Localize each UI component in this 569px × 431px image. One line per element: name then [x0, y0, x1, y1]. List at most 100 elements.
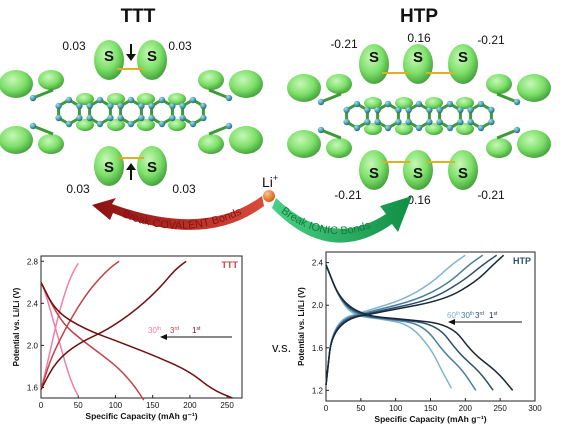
vs-label: v.s.: [272, 340, 291, 355]
htp-outer-lobe: [517, 74, 551, 102]
ttt-sulfur-orbital: [94, 146, 124, 186]
htp-outer-lobe: [486, 74, 512, 94]
ttt-pi-lobe: [76, 119, 94, 131]
htp-atom: [317, 126, 325, 134]
ttt-atom: [138, 114, 145, 122]
htp-sulfur-orbital: [403, 44, 433, 84]
series-line-discharge: [325, 264, 514, 391]
x-tick-label: 0: [39, 401, 44, 410]
htp-atom: [477, 124, 485, 132]
ttt-atom: [158, 96, 166, 104]
ttt-atom: [55, 114, 62, 122]
htp-atom: [384, 100, 392, 108]
ttt-atom: [225, 94, 233, 102]
htp-atom: [384, 124, 392, 132]
ttt-charge-bottom-right: 0.03: [172, 182, 196, 196]
ttt-outer-lobe: [38, 134, 64, 154]
htp-sulfur-orbital: [448, 44, 478, 84]
x-axis-label: Specific Capacity (mAh g⁻¹): [85, 411, 197, 421]
ttt-atom: [179, 102, 186, 110]
ttt-sulfur-orbital: [94, 40, 124, 80]
htp-atom: [405, 106, 412, 114]
htp-atom: [317, 98, 325, 106]
ttt-pi-lobe: [76, 93, 94, 105]
y-axis-label: Potential vs. Li/Li (V): [297, 287, 306, 366]
ttt-atom: [189, 96, 197, 104]
htp-atom: [374, 106, 381, 114]
ttt-atom: [96, 96, 104, 104]
ttt-atom: [55, 102, 62, 110]
htp-atom: [415, 100, 423, 108]
htp-atom: [364, 118, 371, 126]
htp-pi-lobe: [364, 97, 382, 109]
series-line-discharge: [40, 281, 145, 401]
ttt-sulfur-label-bl: S: [104, 159, 114, 176]
ttt-sulfur-label-tl: S: [104, 48, 114, 65]
ttt-down-arrow-icon: [126, 44, 136, 61]
cycle-annotation: 30th: [461, 311, 474, 320]
cycle-annotation: 1st: [489, 311, 498, 320]
ttt-atom: [76, 114, 83, 122]
htp-atom: [353, 124, 361, 132]
ttt-outer-lobe: [0, 70, 33, 98]
ttt-atom: [158, 120, 166, 128]
ttt-outer-lobe: [229, 126, 263, 154]
htp-pi-lobe: [364, 123, 382, 135]
htp-atom: [488, 106, 495, 114]
li-ion-label: Li+: [262, 173, 278, 190]
ttt-atom: [189, 120, 197, 128]
ttt-outer-lobe: [229, 70, 263, 98]
ttt-bond-network: [32, 88, 230, 136]
break-ionic-label: Break IONIC Bonds: [279, 205, 373, 237]
htp-sulfur-label-4: S: [369, 165, 379, 182]
htp-sulfur-label-2: S: [413, 49, 423, 66]
cycle-annotation: 60th: [447, 311, 460, 320]
li-ion: [263, 190, 275, 202]
ttt-sulfur-label-br: S: [147, 159, 157, 176]
ttt-molecule: [0, 40, 263, 186]
htp-atom: [446, 100, 454, 108]
htp-capacity-chart: 0 50 100 150 200 250 300 1.2 1.6 2.0 2.4 Specific C…: [297, 251, 542, 424]
ttt-pi-lobe: [107, 119, 125, 131]
cycle-annotation: 3rd: [170, 326, 179, 335]
ttt-atom: [29, 94, 37, 102]
series-line-discharge: [325, 264, 477, 391]
cycle-arrow-icon: [448, 319, 455, 325]
ttt-pi-lobe: [107, 93, 125, 105]
htp-atom: [343, 106, 350, 114]
htp-charge-bottom-middle: 0.16: [407, 193, 431, 207]
htp-pi-lobe: [425, 97, 443, 109]
x-tick-label: 150: [146, 401, 160, 410]
y-tick-label: 1.2: [312, 386, 324, 395]
ttt-atom: [65, 96, 73, 104]
cycle-annotation: 1st: [192, 326, 201, 335]
ttt-charge-bottom-left: 0.03: [66, 182, 90, 196]
htp-atom: [488, 118, 495, 126]
ttt-outer-lobe: [38, 70, 64, 90]
x-tick-label: 50: [356, 404, 365, 413]
y-tick-label: 2.4: [312, 259, 324, 268]
htp-sulfur-orbital: [403, 150, 433, 190]
y-axis-label: Potential vs. Li/Li (V): [12, 287, 21, 366]
htp-molecule: [287, 44, 551, 190]
ttt-atom: [148, 114, 155, 122]
series-line-charge: [40, 260, 187, 390]
ttt-atom: [117, 102, 124, 110]
y-tick-label: 1.6: [27, 383, 39, 392]
ttt-atom: [117, 114, 124, 122]
ttt-atom: [138, 102, 145, 110]
x-tick-label: 250: [493, 404, 507, 413]
cycle-annotation: 30th: [148, 326, 161, 335]
ttt-outer-lobe: [0, 126, 33, 154]
y-tick-label: 2.0: [312, 301, 324, 310]
y-tick-label: 2.4: [27, 299, 39, 308]
htp-atom: [353, 100, 361, 108]
htp-atom: [426, 118, 433, 126]
x-tick-label: 50: [74, 401, 83, 410]
x-tick-label: 250: [220, 401, 234, 410]
htp-sulfur-label-3: S: [458, 49, 468, 66]
cycle-annotation: 3rd: [475, 311, 484, 320]
htp-atom: [513, 98, 521, 106]
cycle-arrow-icon: [160, 334, 167, 340]
